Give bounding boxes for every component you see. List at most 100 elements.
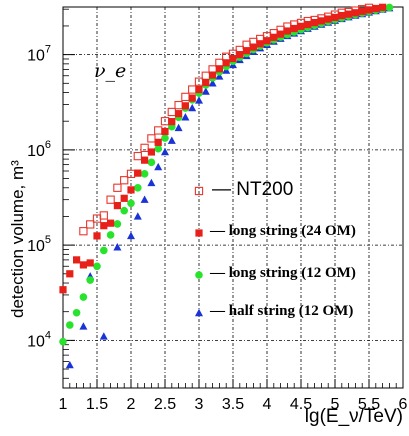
data-point — [297, 22, 305, 30]
legend-layer — [194, 186, 204, 317]
data-point — [181, 102, 189, 110]
data-point — [379, 3, 387, 11]
data-point — [215, 65, 223, 73]
data-point — [120, 206, 128, 215]
data-point — [161, 127, 169, 136]
data-point — [243, 47, 251, 55]
data-point — [195, 85, 203, 94]
data-point — [229, 54, 237, 63]
legend-label-nt200: — NT200 — [212, 179, 294, 200]
neutrino-annotation: ν_e — [94, 60, 127, 82]
data-point — [290, 24, 298, 33]
x-tick-label: 2.5 — [154, 396, 176, 413]
marks-layer — [59, 3, 394, 369]
data-point — [345, 10, 353, 18]
legend-marker — [195, 308, 203, 317]
data-point — [188, 94, 196, 102]
data-point — [113, 220, 122, 228]
data-point — [140, 195, 149, 203]
data-point — [331, 13, 339, 21]
data-point — [99, 211, 108, 220]
data-point — [161, 147, 169, 156]
data-point — [208, 79, 217, 87]
data-point — [338, 11, 346, 20]
data-point — [59, 286, 67, 294]
data-point — [107, 219, 115, 227]
data-point — [73, 256, 81, 264]
data-point — [181, 92, 190, 102]
data-point — [209, 71, 217, 79]
data-point — [147, 178, 156, 187]
data-point — [113, 183, 122, 192]
data-point — [65, 360, 74, 369]
data-point — [304, 20, 312, 29]
data-point — [127, 199, 135, 208]
data-point — [72, 308, 81, 317]
data-point — [256, 40, 264, 48]
data-point — [127, 231, 135, 240]
data-point — [365, 6, 373, 14]
data-point — [222, 59, 230, 67]
y-tick-label: 105 — [27, 234, 51, 255]
x-tick-label: 3 — [195, 396, 204, 413]
data-point — [195, 96, 203, 104]
data-point — [154, 162, 163, 171]
data-point — [140, 170, 149, 178]
x-tick-label: 1 — [59, 396, 68, 413]
data-point — [317, 17, 325, 25]
data-point — [201, 87, 210, 95]
data-point — [277, 30, 285, 38]
data-point — [147, 148, 155, 156]
data-point — [263, 37, 271, 45]
y-axis-label: detection volume, m³ — [8, 160, 27, 318]
y-tick-label: 104 — [27, 329, 51, 350]
data-point — [86, 276, 94, 284]
data-point — [174, 100, 183, 110]
data-point — [188, 103, 197, 112]
y-tick-label: 106 — [27, 139, 51, 160]
y-axis-label-wrap: detection volume, m³ — [0, 0, 30, 436]
legend-label-long12: — long string (12 OM) — [210, 265, 356, 281]
data-point — [86, 259, 94, 267]
data-point — [93, 262, 101, 271]
data-point — [167, 107, 176, 117]
grid-layer — [63, 7, 403, 388]
legend-label-half12: — half string (12 OM) — [210, 303, 354, 319]
data-point — [127, 186, 135, 194]
data-point — [161, 134, 169, 142]
data-point — [358, 7, 366, 15]
data-point — [351, 9, 359, 17]
data-point — [175, 110, 183, 118]
data-point — [79, 322, 88, 330]
data-point — [311, 18, 319, 27]
data-point — [324, 15, 332, 23]
data-point — [147, 134, 156, 143]
data-point — [106, 195, 115, 204]
data-point — [168, 118, 176, 126]
data-point — [141, 156, 149, 164]
data-point — [181, 113, 190, 121]
legend-marker — [194, 186, 204, 196]
data-point — [147, 158, 156, 167]
data-point — [120, 176, 129, 185]
data-point — [86, 220, 95, 229]
x-tick-label: 5 — [331, 396, 340, 413]
data-point — [66, 321, 74, 329]
data-point — [249, 43, 257, 51]
data-point — [167, 136, 176, 144]
data-point — [93, 232, 101, 240]
data-point — [154, 144, 162, 153]
data-point — [113, 243, 122, 251]
data-point — [188, 85, 197, 94]
x-tick-label: 5.5 — [358, 396, 380, 413]
legend-label-long24: — long string (24 OM) — [210, 223, 356, 239]
x-tick-label: 6 — [399, 396, 408, 413]
data-point — [174, 123, 183, 132]
data-point — [66, 270, 74, 278]
y-tick-label: 107 — [27, 44, 51, 65]
data-point — [106, 231, 115, 239]
data-point — [154, 138, 162, 146]
x-axis-label: lg(E_ν/TeV) — [304, 406, 403, 427]
data-point — [202, 78, 210, 87]
